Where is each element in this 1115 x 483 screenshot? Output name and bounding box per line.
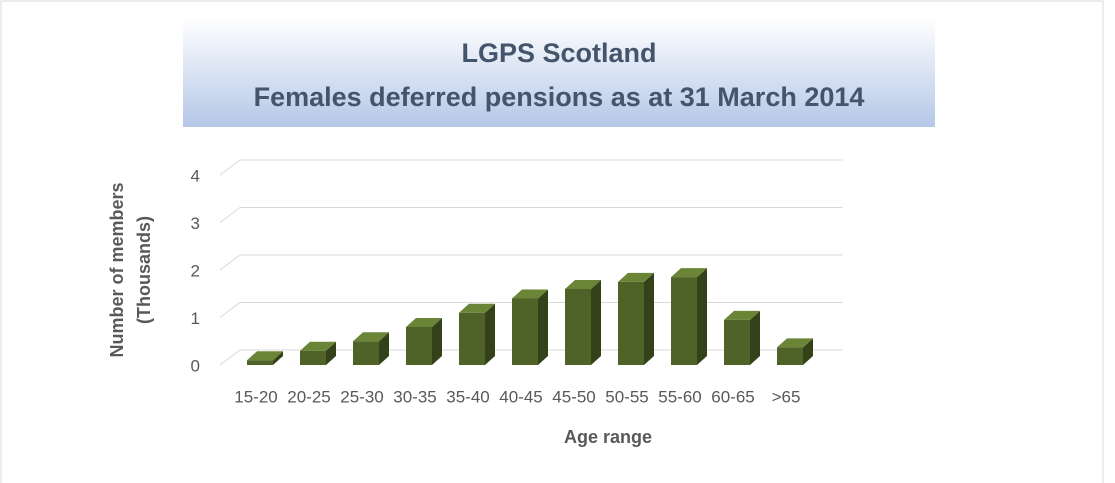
- grid-line: [219, 207, 843, 223]
- x-tick-label: 30-35: [393, 387, 436, 406]
- bar-side: [644, 272, 654, 365]
- bar-top: [777, 338, 813, 348]
- bar: [777, 338, 813, 365]
- chart-subtitle: Females deferred pensions as at 31 March…: [254, 82, 865, 112]
- bar-front: [565, 289, 591, 365]
- y-tick-label: 4: [191, 166, 200, 185]
- bar-top: [247, 351, 283, 361]
- bar: [565, 280, 601, 365]
- bar: [459, 303, 495, 365]
- x-tick-label: 40-45: [499, 387, 542, 406]
- bar-front: [724, 319, 750, 365]
- bar-side: [750, 310, 760, 365]
- bar-top: [406, 318, 442, 327]
- bar-top: [459, 303, 495, 313]
- title-band: [183, 18, 935, 127]
- bar-side: [803, 338, 813, 365]
- bar-front: [618, 281, 644, 365]
- x-tick-label: 20-25: [287, 387, 330, 406]
- bar: [353, 332, 389, 365]
- bar-front: [671, 277, 697, 365]
- x-tick-label: 35-40: [446, 387, 489, 406]
- y-tick-label: 3: [191, 214, 200, 233]
- bar-top: [512, 289, 548, 299]
- bar-top: [724, 310, 760, 320]
- bar: [406, 318, 442, 365]
- bar-front: [300, 350, 326, 365]
- bar-side: [697, 268, 707, 365]
- bar-front: [777, 347, 803, 365]
- y-tick-label: 1: [191, 309, 200, 328]
- bar: [247, 351, 283, 365]
- bar-side: [432, 318, 442, 365]
- x-tick-label: 25-30: [340, 387, 383, 406]
- bar-top: [565, 280, 601, 289]
- chart-title: LGPS Scotland: [461, 38, 656, 68]
- x-tick-label: 50-55: [605, 387, 648, 406]
- x-axis-label: Age range: [564, 427, 652, 447]
- x-tick-label: 45-50: [552, 387, 595, 406]
- bar-front: [353, 341, 379, 365]
- x-tick-label: >65: [772, 387, 801, 406]
- bar-top: [618, 272, 654, 282]
- bar-front: [512, 298, 538, 365]
- bar-front: [406, 327, 432, 365]
- x-tick-label: 60-65: [711, 387, 754, 406]
- bar-front: [459, 312, 485, 365]
- bar-top: [300, 341, 336, 351]
- bar-top: [353, 332, 389, 342]
- grid-line: [219, 254, 843, 271]
- bar: [300, 341, 336, 365]
- bar-side: [273, 351, 283, 365]
- bar-side: [379, 332, 389, 365]
- bar: [724, 310, 760, 365]
- bar-side: [591, 280, 601, 365]
- bar-side: [538, 289, 548, 365]
- bar: [618, 272, 654, 365]
- y-axis-label: (Thousands): [134, 216, 154, 324]
- bar-side: [485, 303, 495, 365]
- bar-side: [326, 341, 336, 365]
- y-tick-label: 0: [191, 356, 200, 375]
- y-axis-label: Number of members: [107, 182, 127, 357]
- y-tick-label: 2: [191, 261, 200, 280]
- x-tick-label: 55-60: [658, 387, 701, 406]
- x-tick-label: 15-20: [234, 387, 277, 406]
- bar: [671, 268, 707, 365]
- bar-front: [247, 360, 273, 365]
- bar: [512, 289, 548, 365]
- grid-line: [219, 159, 843, 176]
- bar-top: [671, 268, 707, 278]
